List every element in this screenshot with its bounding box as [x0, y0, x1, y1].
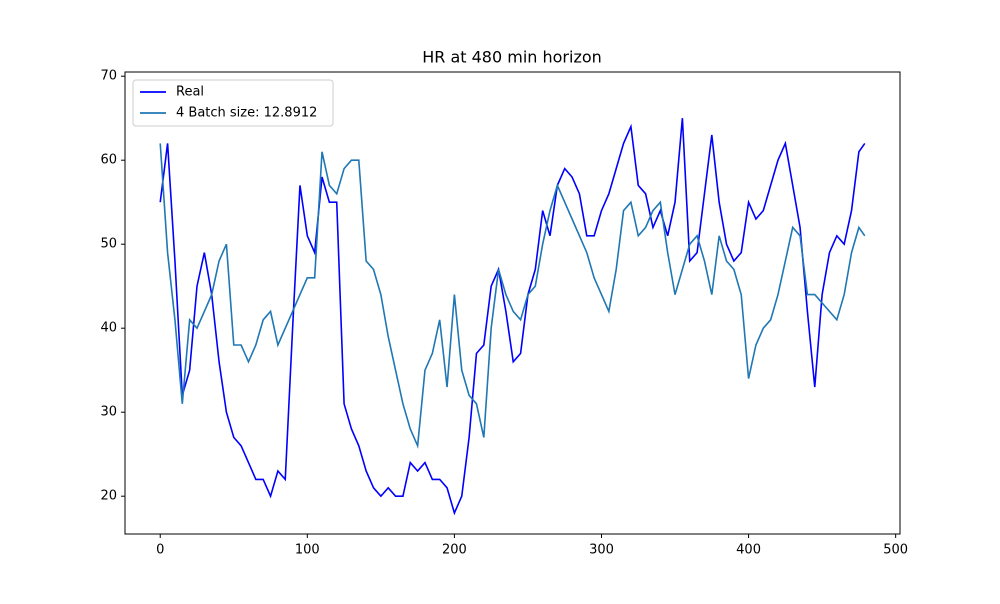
y-tick-label: 60	[100, 153, 117, 168]
y-tick-label: 20	[100, 489, 117, 504]
y-tick-label: 30	[100, 405, 117, 420]
x-tick-label: 300	[589, 543, 614, 558]
y-tick-label: 40	[100, 321, 117, 336]
plot-frame	[124, 71, 901, 535]
chart-title: HR at 480 min horizon	[422, 48, 602, 67]
data-line	[159, 143, 866, 449]
x-tick-label: 0	[156, 543, 164, 558]
x-tick-label: 100	[295, 543, 320, 558]
x-tick-label: 500	[883, 543, 908, 558]
data-line	[159, 118, 866, 516]
x-tick-label: 400	[736, 543, 761, 558]
y-tick-label: 50	[100, 237, 117, 252]
legend-box	[132, 79, 334, 127]
legend-label: 4 Batch size: 12.8912	[176, 106, 317, 121]
legend-label: Real	[176, 85, 204, 100]
x-tick-label: 200	[442, 543, 467, 558]
y-tick-label: 70	[100, 69, 117, 84]
